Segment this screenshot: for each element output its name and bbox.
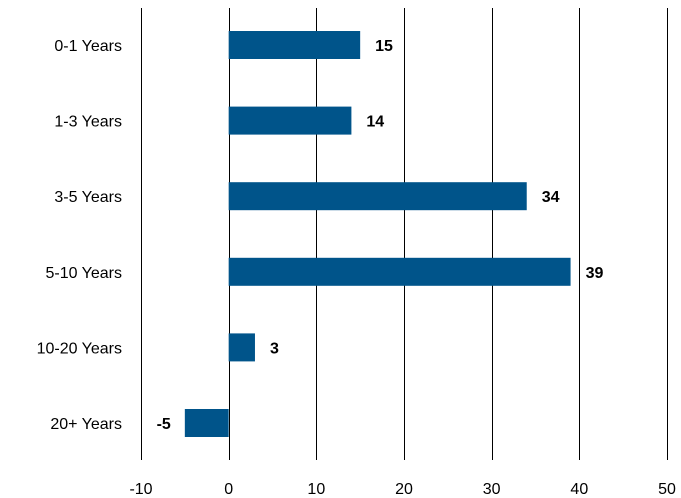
x-tick-label: -10 xyxy=(129,481,152,498)
data-label: 39 xyxy=(586,265,604,282)
bars xyxy=(184,31,571,437)
category-label: 3-5 Years xyxy=(54,189,122,206)
category-labels: 0-1 Years 1-3 Years 3-5 Years 5-10 Years 10-… xyxy=(37,38,122,433)
bar xyxy=(228,106,352,135)
x-tick-label: 30 xyxy=(483,481,501,498)
x-tick-label: 0 xyxy=(224,481,233,498)
data-label: 3 xyxy=(270,340,279,357)
data-label: -5 xyxy=(157,416,171,433)
x-tick-label: 40 xyxy=(570,481,588,498)
data-label: 34 xyxy=(542,189,560,206)
bar xyxy=(184,409,229,437)
category-label: 10-20 Years xyxy=(37,340,122,357)
bar xyxy=(228,31,361,59)
bar xyxy=(228,182,527,211)
category-label: 5-10 Years xyxy=(45,265,122,282)
x-tick-label: 20 xyxy=(395,481,413,498)
data-label: 14 xyxy=(366,114,384,131)
category-label: 20+ Years xyxy=(50,416,122,433)
gridlines xyxy=(141,8,668,460)
bar xyxy=(228,257,571,286)
data-labels: 15 14 34 39 3 -5 xyxy=(157,38,604,433)
x-tick-label: 10 xyxy=(307,481,325,498)
x-axis-tick-labels: -10 0 10 20 30 40 50 xyxy=(129,481,676,498)
x-tick-label: 50 xyxy=(658,481,676,498)
data-label: 15 xyxy=(375,38,393,55)
category-label: 0-1 Years xyxy=(54,38,122,55)
bar xyxy=(228,333,255,362)
category-label: 1-3 Years xyxy=(54,114,122,131)
